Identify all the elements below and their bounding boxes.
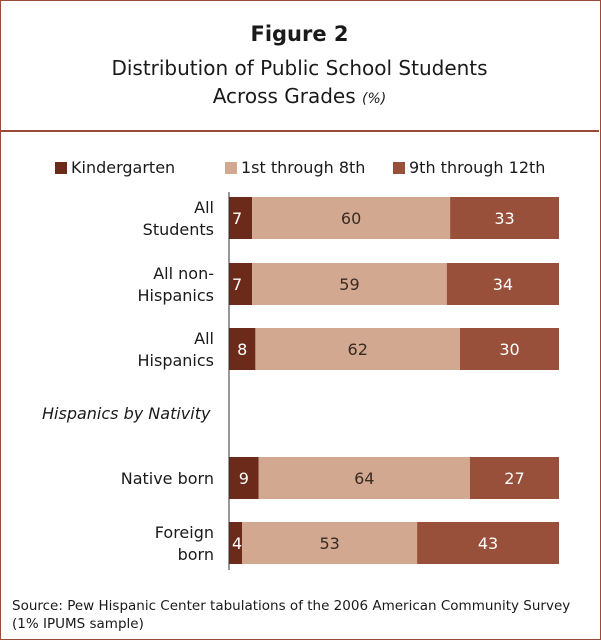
data-label: 62 (348, 340, 368, 359)
figure-number: Figure 2 (250, 22, 349, 46)
data-label: 59 (339, 275, 359, 294)
data-label: 9 (239, 469, 249, 488)
data-label: 4 (232, 534, 242, 553)
bar-segment-grades-1-8 (258, 457, 470, 499)
bar-segment-kindergarten (229, 457, 259, 499)
legend-label-grades-9-12: 9th through 12th (409, 158, 545, 177)
bar-segment-kindergarten (229, 522, 243, 564)
data-label: 34 (493, 275, 513, 294)
category-label: Foreign (155, 523, 214, 542)
data-label: 53 (319, 534, 339, 553)
category-label: All (194, 329, 214, 348)
legend-swatch-grades-9-12 (393, 162, 405, 174)
data-label: 7 (232, 275, 242, 294)
data-label: 60 (341, 209, 361, 228)
data-label: 27 (504, 469, 524, 488)
title-unit: (%) (362, 91, 387, 107)
category-label: All (194, 198, 214, 217)
source-note: Source: Pew Hispanic Center tabulations … (12, 598, 571, 632)
category-label: Hispanics (138, 351, 215, 370)
bar-segment-grades-1-8 (242, 522, 418, 564)
bar-segment-kindergarten (229, 328, 256, 370)
data-label: 43 (478, 534, 498, 553)
category-label: Students (143, 220, 214, 239)
bar-segment-grades-9-12 (446, 263, 559, 305)
data-label: 33 (494, 209, 514, 228)
category-label: Native born (121, 469, 214, 488)
bar-segment-grades-1-8 (252, 197, 451, 239)
category-label: Hispanics (138, 286, 215, 305)
title-line-1: Distribution of Public School Students (111, 56, 488, 80)
bar-segment-grades-9-12 (469, 457, 559, 499)
legend-label-kindergarten: Kindergarten (71, 158, 175, 177)
figure-title: Distribution of Public School Students A… (0, 54, 599, 113)
bar-segment-grades-1-8 (255, 328, 460, 370)
legend-label-grades-1-8: 1st through 8th (241, 158, 365, 177)
bar-segment-kindergarten (229, 263, 253, 305)
bar-segment-grades-1-8 (252, 263, 447, 305)
data-label: 30 (499, 340, 519, 359)
category-label: born (178, 545, 214, 564)
bar-segment-grades-9-12 (460, 328, 559, 370)
data-label: 8 (237, 340, 247, 359)
bar-segment-grades-9-12 (450, 197, 559, 239)
figure-header: Figure 2 Distribution of Public School S… (0, 0, 599, 132)
group-label-nativity: Hispanics by Nativity (42, 404, 211, 423)
bar-segment-kindergarten (229, 197, 253, 239)
data-label: 7 (232, 209, 242, 228)
category-label: All non- (153, 264, 214, 283)
legend-swatch-grades-1-8 (225, 162, 237, 174)
bar-segment-grades-9-12 (417, 522, 559, 564)
data-label: 64 (354, 469, 374, 488)
title-line-2: Across Grades (212, 84, 356, 108)
legend-swatch-kindergarten (55, 162, 67, 174)
